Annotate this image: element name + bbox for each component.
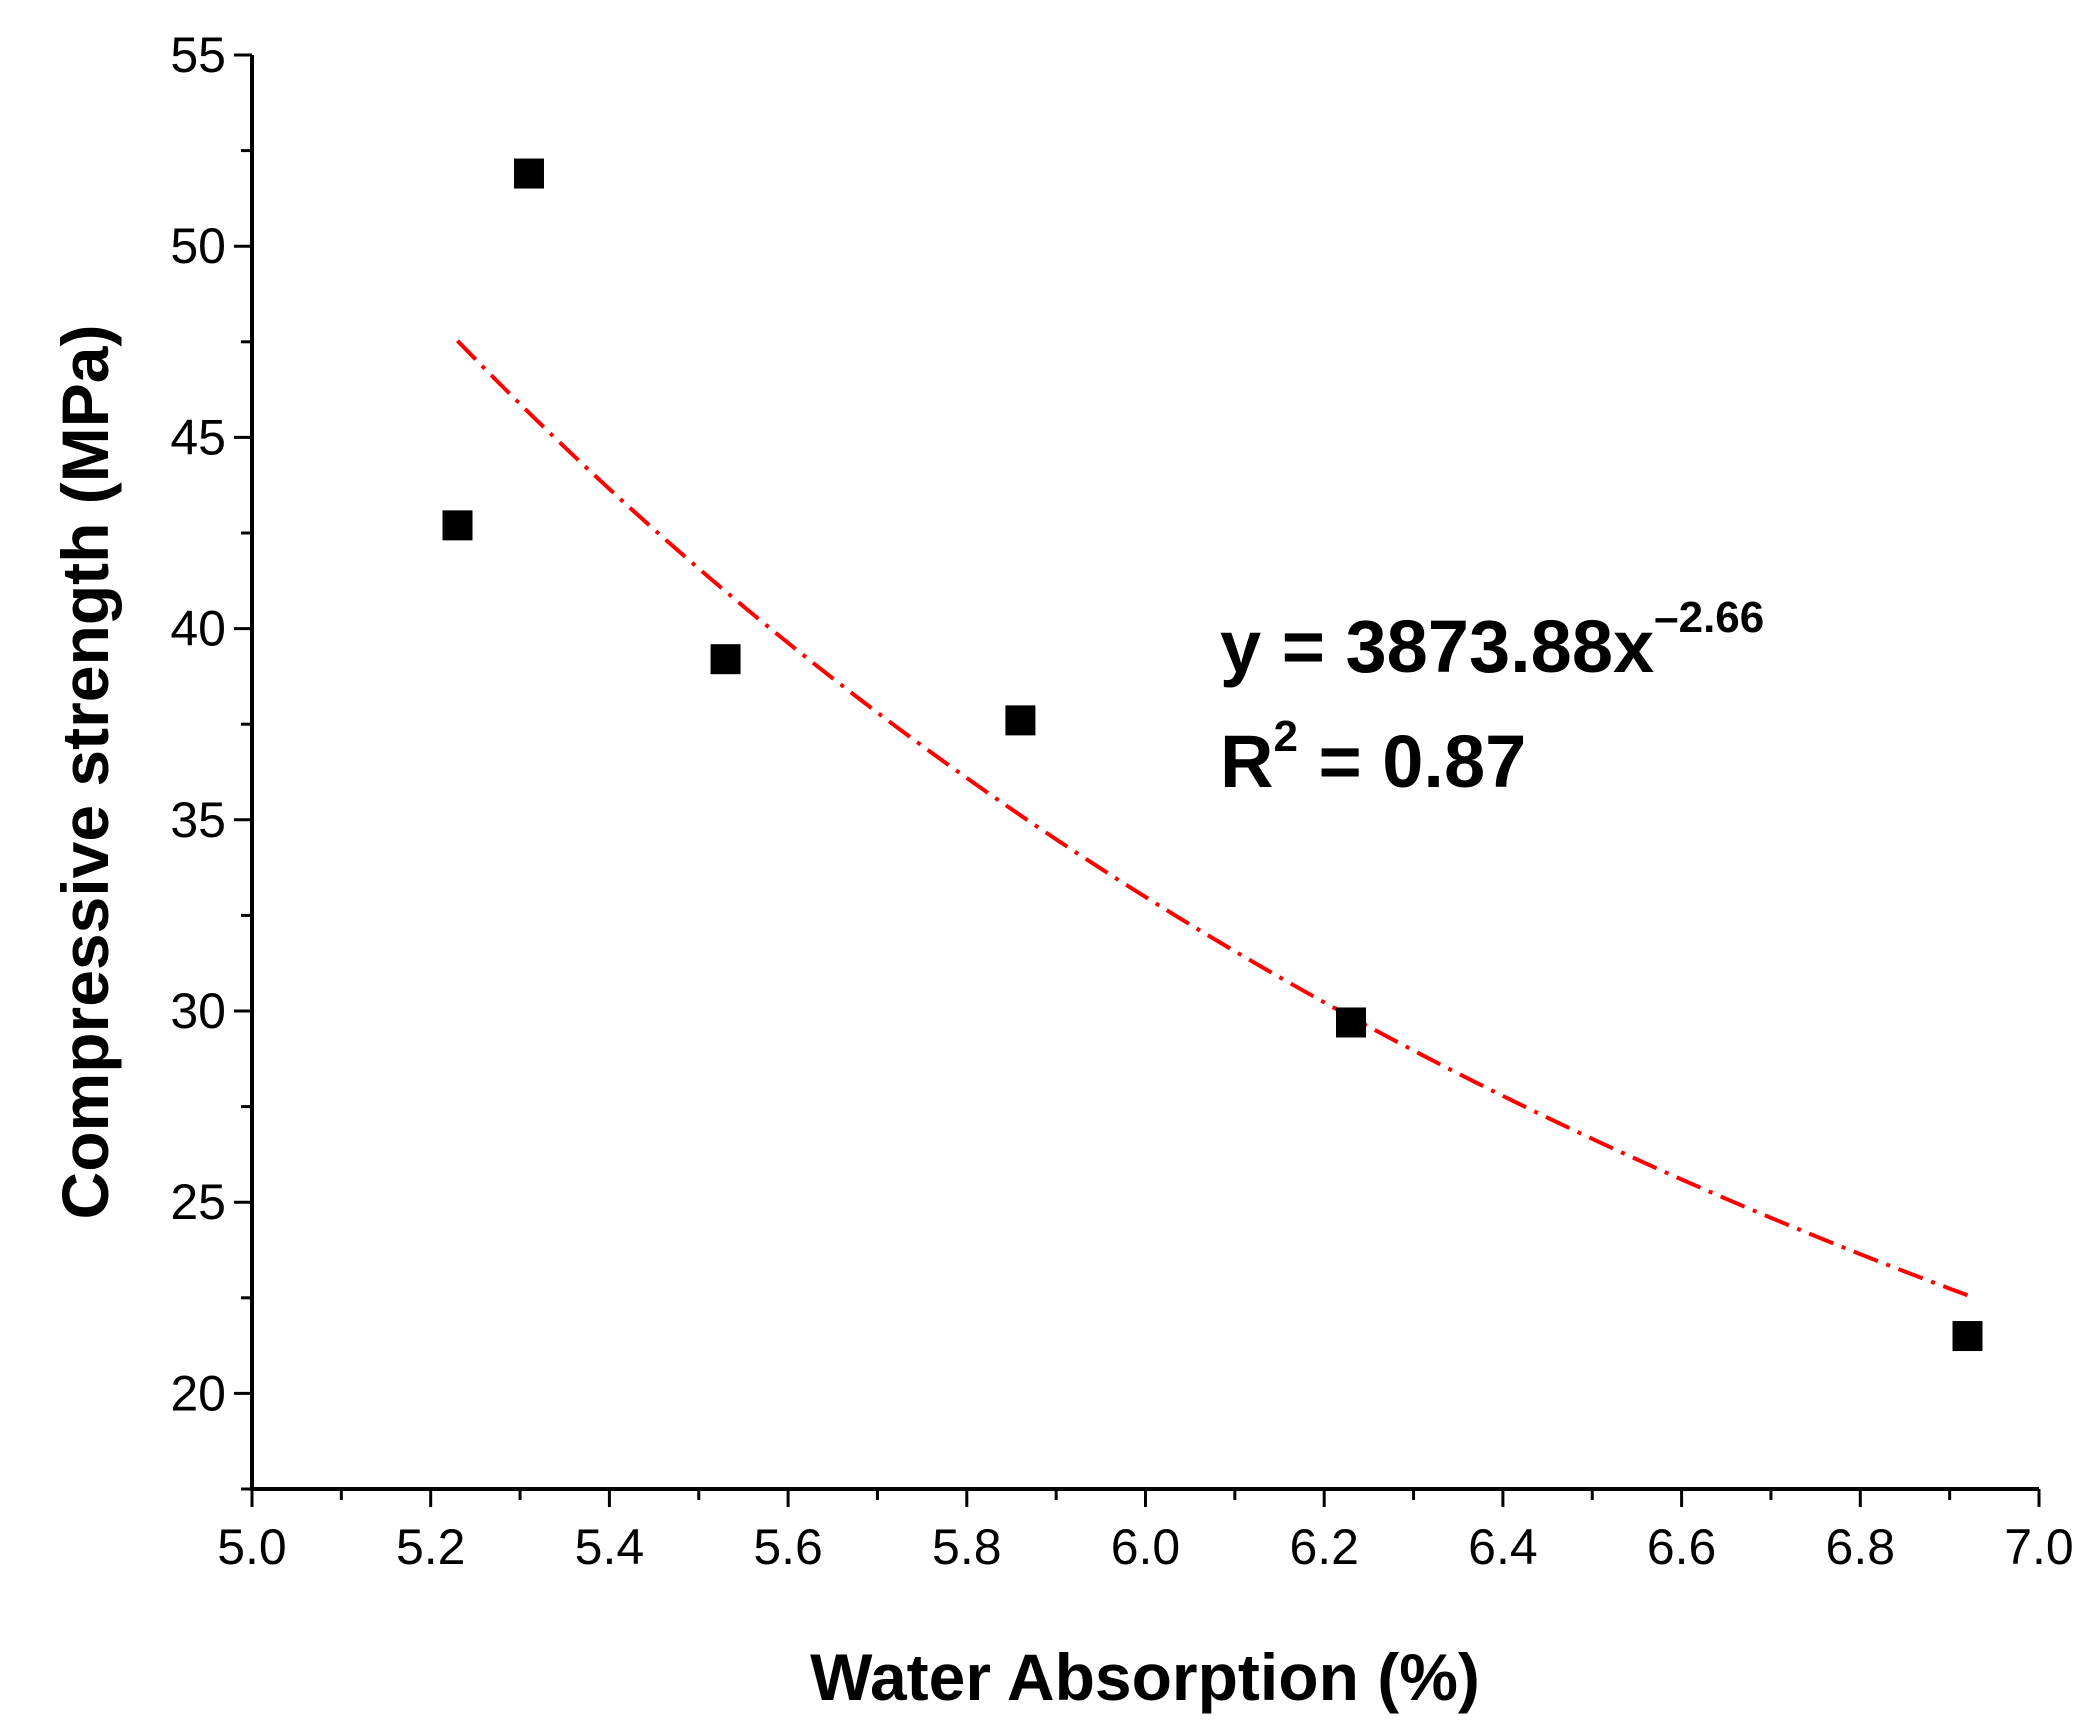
y-tick-label: 55 (170, 27, 226, 83)
data-point (1336, 1007, 1367, 1038)
fit-equation-exponent: –2.66 (1654, 593, 1764, 642)
data-point (710, 644, 741, 675)
y-tick-label: 30 (170, 983, 226, 1039)
power-fit-curve (456, 339, 1969, 1298)
y-axis-ticks: 20 25 30 35 40 45 50 55 (170, 27, 252, 1491)
r-squared-exponent: 2 (1273, 712, 1297, 761)
x-tick-label: 5.6 (753, 1519, 823, 1575)
y-tick-label: 40 (170, 601, 226, 657)
data-point (1952, 1321, 1983, 1352)
x-axis-title: Water Absorption (%) (810, 1640, 1480, 1714)
x-tick-label: 5.0 (217, 1519, 287, 1575)
y-tick-label: 20 (170, 1365, 226, 1421)
y-tick-label: 35 (170, 792, 226, 848)
y-tick-label: 25 (170, 1174, 226, 1230)
x-tick-label: 6.2 (1289, 1519, 1359, 1575)
fit-equation-main: y = 3873.88x (1220, 605, 1654, 688)
r-squared-value: = 0.87 (1298, 720, 1526, 803)
y-tick-label: 45 (170, 409, 226, 465)
x-tick-label: 6.0 (1111, 1519, 1181, 1575)
y-axis-title: Compressive strength (MPa) (48, 325, 122, 1220)
x-tick-label: 6.4 (1468, 1519, 1538, 1575)
r-squared-symbol: R (1220, 720, 1273, 803)
x-tick-label: 5.8 (932, 1519, 1002, 1575)
fit-equation: y = 3873.88x–2.66 (1220, 593, 1764, 688)
x-tick-label: 5.2 (396, 1519, 466, 1575)
fit-r-squared: R2 = 0.87 (1220, 712, 1526, 803)
x-tick-label: 5.4 (575, 1519, 645, 1575)
data-point (513, 158, 544, 189)
data-point (442, 510, 473, 541)
data-points (442, 158, 1983, 1352)
x-tick-label: 6.8 (1826, 1519, 1896, 1575)
data-point (1005, 705, 1036, 736)
y-tick-label: 50 (170, 218, 226, 274)
x-axis-ticks: 5.0 5.2 5.4 5.6 5.8 6.0 6.2 6.4 6.6 6.8 7.0 (217, 1489, 2074, 1575)
x-tick-label: 7.0 (2004, 1519, 2074, 1575)
x-tick-label: 6.6 (1647, 1519, 1717, 1575)
